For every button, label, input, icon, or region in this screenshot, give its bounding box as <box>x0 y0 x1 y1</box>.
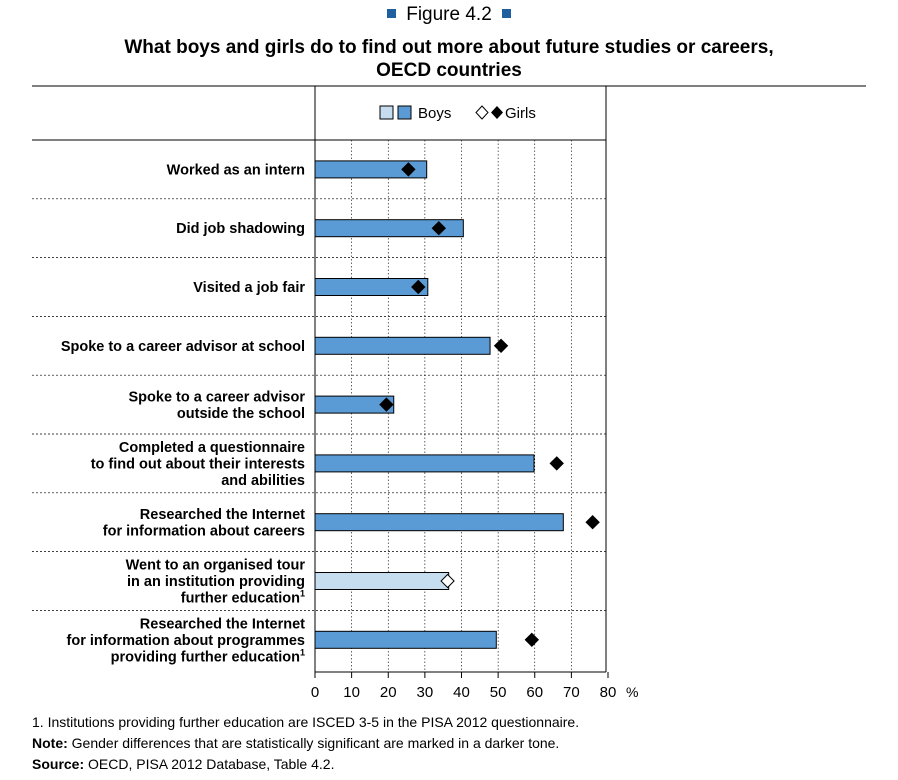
footnote-marker: 1 <box>300 589 305 599</box>
category-label-line: for information about careers <box>103 523 305 539</box>
title-line-1: What boys and girls do to find out more … <box>124 37 774 58</box>
category-label-line: and abilities <box>221 473 305 489</box>
category-label-line: Went to an organised tour <box>126 558 306 574</box>
girls-diamond <box>440 573 455 589</box>
title-line-2: OECD countries <box>376 60 522 81</box>
category-label: Spoke to a career advisor at school <box>61 339 305 355</box>
square-icon <box>387 8 397 18</box>
legend-girls-filled-diamond <box>491 106 503 119</box>
category-label-line: Spoke to a career advisor <box>129 389 306 405</box>
category-label: Worked as an intern <box>167 162 305 178</box>
category-label-line: to find out about their interests <box>91 456 305 472</box>
source-text: OECD, PISA 2012 Database, Table 4.2. <box>84 756 335 772</box>
category-label-line: Worked as an intern <box>167 162 305 178</box>
footnote: 1. Institutions providing further educat… <box>32 714 580 730</box>
x-tick-label: 40 <box>453 684 470 701</box>
legend-boys-dark-swatch <box>397 105 412 120</box>
boys-bar <box>314 219 464 238</box>
note-text: Gender differences that are statisticall… <box>67 735 560 751</box>
legend-boys-label: Boys <box>418 105 451 122</box>
category-label: Visited a job fair <box>193 280 305 296</box>
category-label-line: outside the school <box>177 406 305 422</box>
figure-label: Figure 4.2 <box>0 4 898 26</box>
boys-bar <box>314 454 535 473</box>
legend-boys-light-swatch <box>379 105 394 120</box>
x-unit-label: % <box>626 684 638 700</box>
x-tick-label: 10 <box>343 684 360 701</box>
x-tick-label: 20 <box>380 684 397 701</box>
category-label-line: Visited a job fair <box>193 280 305 296</box>
girls-diamond <box>524 632 540 648</box>
category-label-line: for information about programmes <box>67 633 305 649</box>
category-row: Did job shadowing <box>32 198 606 238</box>
boys-bar <box>314 513 564 532</box>
category-label-line: Researched the Internet <box>140 616 305 632</box>
figure-number: Figure 4.2 <box>406 4 492 25</box>
x-tick-label: 70 <box>563 684 580 701</box>
category-label: Researched the Internet for information a… <box>103 507 305 540</box>
chart-title: What boys and girls do to find out more … <box>0 36 898 82</box>
category-row: Visited a job fair <box>32 257 606 296</box>
category-label: Did job shadowing <box>176 221 305 237</box>
category-label: Went to an organised tour in an instituti… <box>126 558 306 607</box>
x-tick-label: 0 <box>311 684 319 701</box>
boys-bar <box>314 395 395 414</box>
x-tick-label: 30 <box>417 684 434 701</box>
category-row: Researched the Internet for information a… <box>32 610 606 665</box>
girls-diamond <box>411 279 426 295</box>
girls-diamond <box>493 338 509 354</box>
legend-girls-label: Girls <box>505 105 536 122</box>
category-label-line: Spoke to a career advisor at school <box>61 339 305 355</box>
category-label-line: Completed a questionnaire <box>119 440 305 456</box>
legend-girls-open-diamond <box>475 105 489 120</box>
x-tick-label: 50 <box>490 684 507 701</box>
category-label-line: further education <box>181 591 300 607</box>
girls-diamond <box>401 162 416 177</box>
boys-bar <box>314 160 428 179</box>
category-label-line: providing further education <box>111 649 300 665</box>
note: Note: Gender differences that are statis… <box>32 733 579 754</box>
category-label-line: Researched the Internet <box>140 507 305 523</box>
x-tick-label: 60 <box>526 684 543 701</box>
girls-diamond <box>431 220 447 236</box>
x-tick-label: 80 <box>600 684 617 701</box>
girls-diamond <box>585 514 600 530</box>
legend: Boys Girls <box>379 105 536 122</box>
chart: Boys Girls Worked as an intern Did job sh… <box>32 85 866 701</box>
category-label: Researched the Internet for information a… <box>67 616 306 665</box>
category-row: Spoke to a career advisor outside the sch… <box>32 374 606 422</box>
category-label-line: in an institution providing <box>127 574 305 590</box>
category-label-line: Did job shadowing <box>176 221 305 237</box>
girls-diamond <box>549 456 564 471</box>
category-row: Worked as an intern <box>167 160 428 179</box>
chart-rows: Worked as an intern Did job shadowing Visi… <box>32 160 606 665</box>
category-row: Completed a questionnaire to find out abo… <box>32 433 606 489</box>
girls-diamond <box>379 397 394 412</box>
x-axis: 0 10 20 30 40 50 60 70 80% <box>311 671 638 701</box>
category-row: Went to an organised tour in an instituti… <box>32 551 606 607</box>
category-row: Researched the Internet for information a… <box>32 492 606 540</box>
source-label: Source: <box>32 756 85 772</box>
chart-notes: 1. Institutions providing further educat… <box>32 712 579 775</box>
note-label: Note: <box>32 735 68 751</box>
square-icon <box>501 8 511 18</box>
category-label: Completed a questionnaire to find out abo… <box>91 440 305 489</box>
boys-bar <box>314 278 429 296</box>
footnote-marker: 1 <box>300 647 305 657</box>
category-row: Spoke to a career advisor at school <box>32 316 606 355</box>
boys-bar <box>314 336 491 355</box>
boys-bar <box>314 572 450 590</box>
source: Source: OECD, PISA 2012 Database, Table … <box>32 754 579 775</box>
category-label: Spoke to a career advisor outside the sch… <box>129 389 306 422</box>
boys-bar <box>314 630 497 649</box>
